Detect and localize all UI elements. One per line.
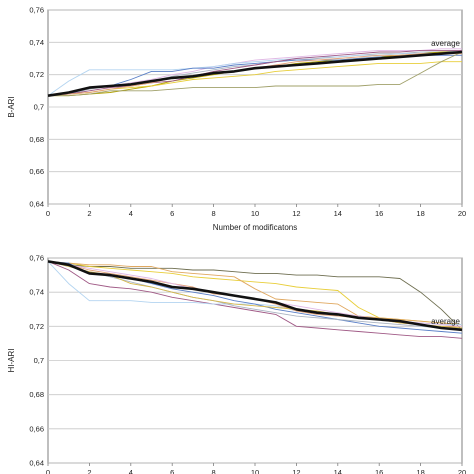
x-tick-label: 10 [251,209,259,218]
x-tick-label: 6 [170,468,174,474]
x-tick-label: 16 [375,209,383,218]
series-line-7 [47,49,462,97]
y-tick-label: 0,76 [29,6,44,15]
y-tick-label: 0,64 [29,200,44,209]
y-tick-label: 0,66 [29,424,44,433]
series-line-4 [47,53,462,97]
chart-2: 0,64 0,66 0,68 0,7 0,72 0,74 0,76 0 2 4 6 8 10 12 14 16… [7,254,466,474]
x-tick-label: 20 [458,209,466,218]
x-tick-label: 16 [375,468,383,474]
y-tick-label: 0,64 [29,459,44,468]
y-axis-label: HI-ARI [7,349,16,373]
x-tick-label: 4 [129,468,133,474]
x-tick-label: 18 [416,209,424,218]
average-annotation: average [431,39,460,48]
x-tick-label: 18 [416,468,424,474]
y-tick-label: 0,74 [29,288,44,297]
x-tick-label: 12 [292,209,300,218]
y-tick-label: 0,74 [29,38,44,47]
x-tick-label: 20 [458,468,466,474]
y-tick-label: 0,76 [29,254,44,263]
average-series-line [47,260,463,332]
average-annotation: average [431,317,460,326]
series-line-5 [47,61,462,97]
x-tick-label: 2 [87,468,91,474]
series-line-1 [47,260,463,331]
x-tick-label: 8 [212,209,216,218]
x-tick-label: 2 [87,209,91,218]
series-line-3 [47,260,463,326]
x-tick-label: 0 [46,209,50,218]
series-line-8 [47,260,462,329]
y-tick-label: 0,7 [34,356,44,365]
x-tick-label: 10 [251,468,259,474]
series-line-9 [48,51,463,97]
y-tick-label: 0,66 [29,167,44,176]
average-series-line [47,50,463,97]
x-tick-label: 0 [46,468,50,474]
y-tick-label: 0,68 [29,390,44,399]
y-tick-label: 0,72 [29,322,44,331]
x-tick-label: 14 [334,468,342,474]
y-tick-label: 0,68 [29,135,44,144]
x-tick-label: 6 [170,209,174,218]
series-line-4 [47,260,463,339]
y-tick-label: 0,7 [34,103,44,112]
x-tick-label: 8 [212,468,216,474]
y-tick-label: 0,72 [29,70,44,79]
x-tick-label: 14 [334,209,342,218]
x-tick-label: 4 [129,209,133,218]
x-axis-label: Number of modificatons [213,223,297,232]
x-tick-label: 12 [292,468,300,474]
chart-1: 0,64 0,66 0,68 0,7 0,72 0,74 0,76 0 2 4 6 8 10 12 14 16… [7,6,466,233]
y-axis-label: B-ARI [7,96,16,117]
